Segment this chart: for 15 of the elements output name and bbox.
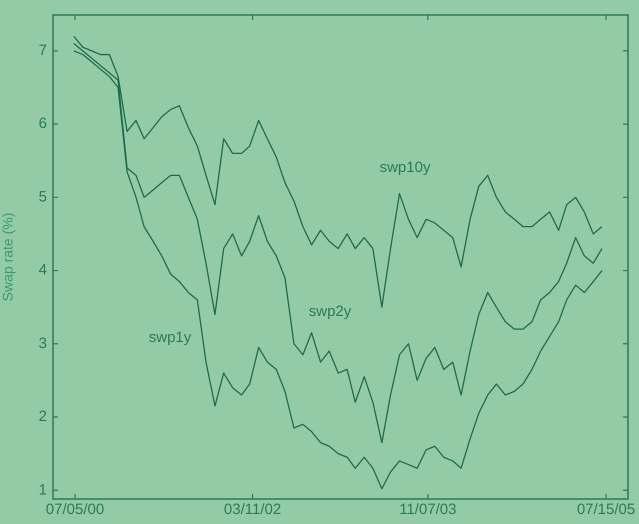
x-tick-label: 07/15/05 [576, 501, 636, 518]
y-tick-label: 5 [38, 188, 47, 206]
series-label: swp1y [148, 329, 192, 346]
y-axis-title: Swap rate (%) [0, 212, 16, 302]
series-label: swp2y [308, 303, 352, 320]
y-tick-label: 3 [38, 334, 47, 352]
x-tick-label: 11/07/03 [399, 501, 456, 518]
x-tick-label: 03/11/02 [224, 501, 282, 518]
y-tick-label: 4 [38, 262, 47, 279]
y-tick-label: 2 [38, 408, 47, 426]
y-tick-label: 1 [38, 481, 47, 498]
y-tick-label: 7 [38, 42, 47, 60]
series-label: swp10y [380, 159, 431, 176]
x-tick-label: 07/05/00 [46, 501, 104, 518]
y-tick-label: 6 [38, 115, 47, 132]
